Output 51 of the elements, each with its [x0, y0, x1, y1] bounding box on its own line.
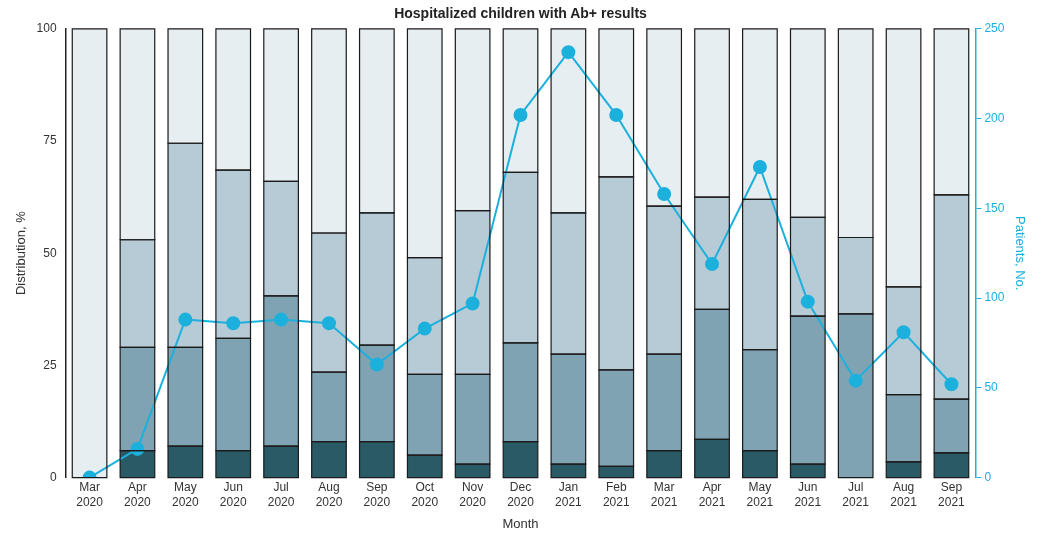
point — [657, 186, 672, 201]
x-tick-label: Aug 2020 — [315, 480, 343, 509]
y-tick-label: 0 — [49, 469, 57, 484]
x-axis-title: Month — [502, 515, 539, 531]
point — [800, 294, 815, 309]
y2-tick-label: 50 — [984, 380, 999, 395]
x-tick-label: May 2020 — [171, 480, 199, 509]
point — [848, 373, 863, 388]
y2-tick-label: 200 — [984, 110, 1005, 125]
x-tick-label: Mar 2020 — [76, 480, 104, 509]
y-tick-label: 25 — [43, 357, 57, 372]
y-axis-title: Distribution, % — [13, 210, 29, 296]
y2-tick-label: 100 — [984, 290, 1005, 305]
point — [369, 357, 384, 372]
x-tick-label: Feb 2021 — [602, 480, 630, 509]
x-tick-label: Jul 2021 — [842, 480, 870, 509]
point — [417, 321, 432, 336]
point — [321, 316, 336, 331]
y-tick-label: 50 — [43, 245, 57, 260]
x-tick-label: Apr 2021 — [698, 480, 726, 509]
point — [752, 160, 767, 175]
x-tick-label: May 2021 — [746, 480, 774, 509]
y-tick-label: 75 — [43, 133, 57, 148]
y-tick-label: 100 — [36, 21, 57, 36]
chart-title: Hospitalized children with Ab+ results — [394, 5, 648, 22]
x-tick-label: Apr 2020 — [124, 480, 152, 509]
x-tick-label: Sep 2021 — [938, 480, 966, 509]
x-tick-label: Dec 2020 — [507, 480, 535, 509]
x-tick-label: Jun 2021 — [794, 480, 822, 509]
point — [896, 325, 911, 340]
point — [226, 316, 241, 331]
x-tick-label: Jul 2020 — [267, 480, 295, 509]
point — [705, 256, 720, 271]
x-tick-label: Oct 2020 — [411, 480, 439, 509]
point — [178, 312, 193, 327]
x-tick-label: Jan 2021 — [555, 480, 583, 509]
x-tick-label: Aug 2021 — [890, 480, 918, 509]
x-tick-label: Mar 2021 — [650, 480, 678, 509]
point — [561, 45, 576, 60]
point — [609, 107, 624, 122]
point — [465, 296, 480, 311]
y2-tick-label: 250 — [984, 21, 1005, 36]
point — [513, 107, 528, 122]
point — [274, 312, 289, 327]
point — [944, 377, 959, 392]
x-tick-label: Jun 2020 — [219, 480, 247, 509]
y2-axis-title: Patients, No. — [1012, 215, 1028, 291]
x-tick-label: Nov 2020 — [459, 480, 487, 509]
y2-tick-label: 150 — [984, 200, 1005, 215]
y2-tick-label: 0 — [984, 469, 992, 484]
x-tick-label: Sep 2020 — [363, 480, 391, 509]
